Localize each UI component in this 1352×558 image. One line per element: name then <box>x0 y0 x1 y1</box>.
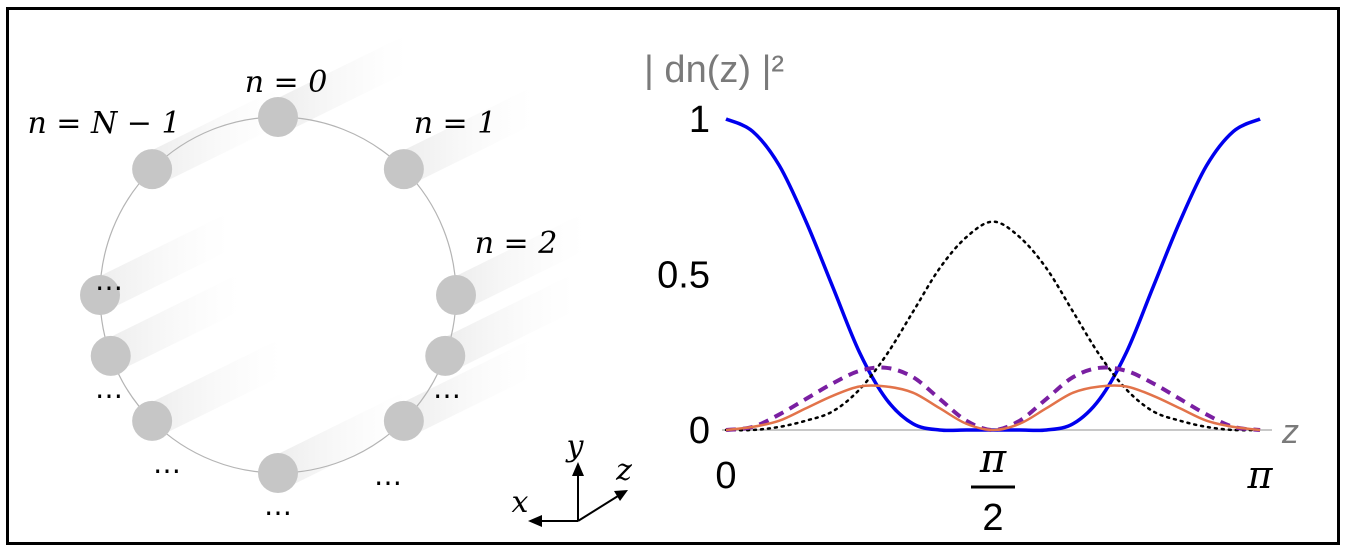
lattice-site <box>80 275 120 315</box>
chart-xticks: 0 π 2 π <box>715 436 1273 539</box>
axis-z-label: z <box>615 453 632 488</box>
lattice-site <box>90 335 131 376</box>
coordinate-axes: y x z <box>512 429 632 527</box>
label-n1: n = 1 <box>414 106 497 141</box>
lattice-site <box>258 97 298 137</box>
chart-series <box>724 117 1262 433</box>
cylinder-trail <box>403 337 534 440</box>
y-tick-label: 0 <box>689 410 710 452</box>
cylinder-trail <box>152 86 283 189</box>
lattice-site <box>258 453 298 493</box>
cylinder-trail <box>278 34 408 136</box>
chart-ylabel: | dn(z) |² <box>644 49 784 91</box>
series-line-0 <box>725 117 1261 433</box>
x-tick-denominator: 2 <box>982 497 1003 539</box>
lattice-site <box>132 400 173 441</box>
y-tick-label: 1 <box>689 99 710 141</box>
cylinder-trail <box>278 390 408 492</box>
cylinder-trail <box>110 272 241 375</box>
cylinder-trail <box>152 337 283 440</box>
lattice-sites <box>80 97 476 493</box>
axis-x-label: x <box>512 485 529 520</box>
cylinder-trail <box>403 86 534 189</box>
lattice-site <box>132 149 173 190</box>
x-tick-label: π <box>1247 453 1274 497</box>
axis-y-label: y <box>565 429 585 464</box>
x-tick-label: 0 <box>715 455 736 497</box>
lattice-site <box>425 335 466 376</box>
lattice-site <box>383 400 424 441</box>
figure-frame <box>6 7 1340 545</box>
label-n-N-minus-1: n = N − 1 <box>27 106 180 141</box>
cylinder-trails <box>100 34 586 492</box>
series-line-3 <box>725 384 1261 432</box>
ellipsis-bottom-left: ⋯ <box>153 454 181 487</box>
label-n2: n = 2 <box>475 226 558 261</box>
ellipsis-left-upper: ⋯ <box>95 271 123 304</box>
ellipsis-bottom-right: ⋯ <box>374 466 402 499</box>
chart-yticks: 00.51 <box>657 99 710 452</box>
ellipsis-bottom: ⋯ <box>264 496 292 529</box>
lattice-site <box>436 275 476 315</box>
ellipsis-left-lower: ⋯ <box>95 379 123 412</box>
y-tick-label: 0.5 <box>657 255 710 297</box>
chart-xlabel: z <box>1281 413 1299 451</box>
x-tick-numerator: π <box>979 436 1007 482</box>
lattice-site <box>383 149 424 190</box>
cylinder-trail <box>445 272 576 375</box>
cylinder-trail <box>456 212 586 314</box>
label-n0: n = 0 <box>245 65 328 100</box>
ellipsis-right-lower: ⋯ <box>433 379 461 412</box>
cylinder-trail <box>100 212 230 314</box>
